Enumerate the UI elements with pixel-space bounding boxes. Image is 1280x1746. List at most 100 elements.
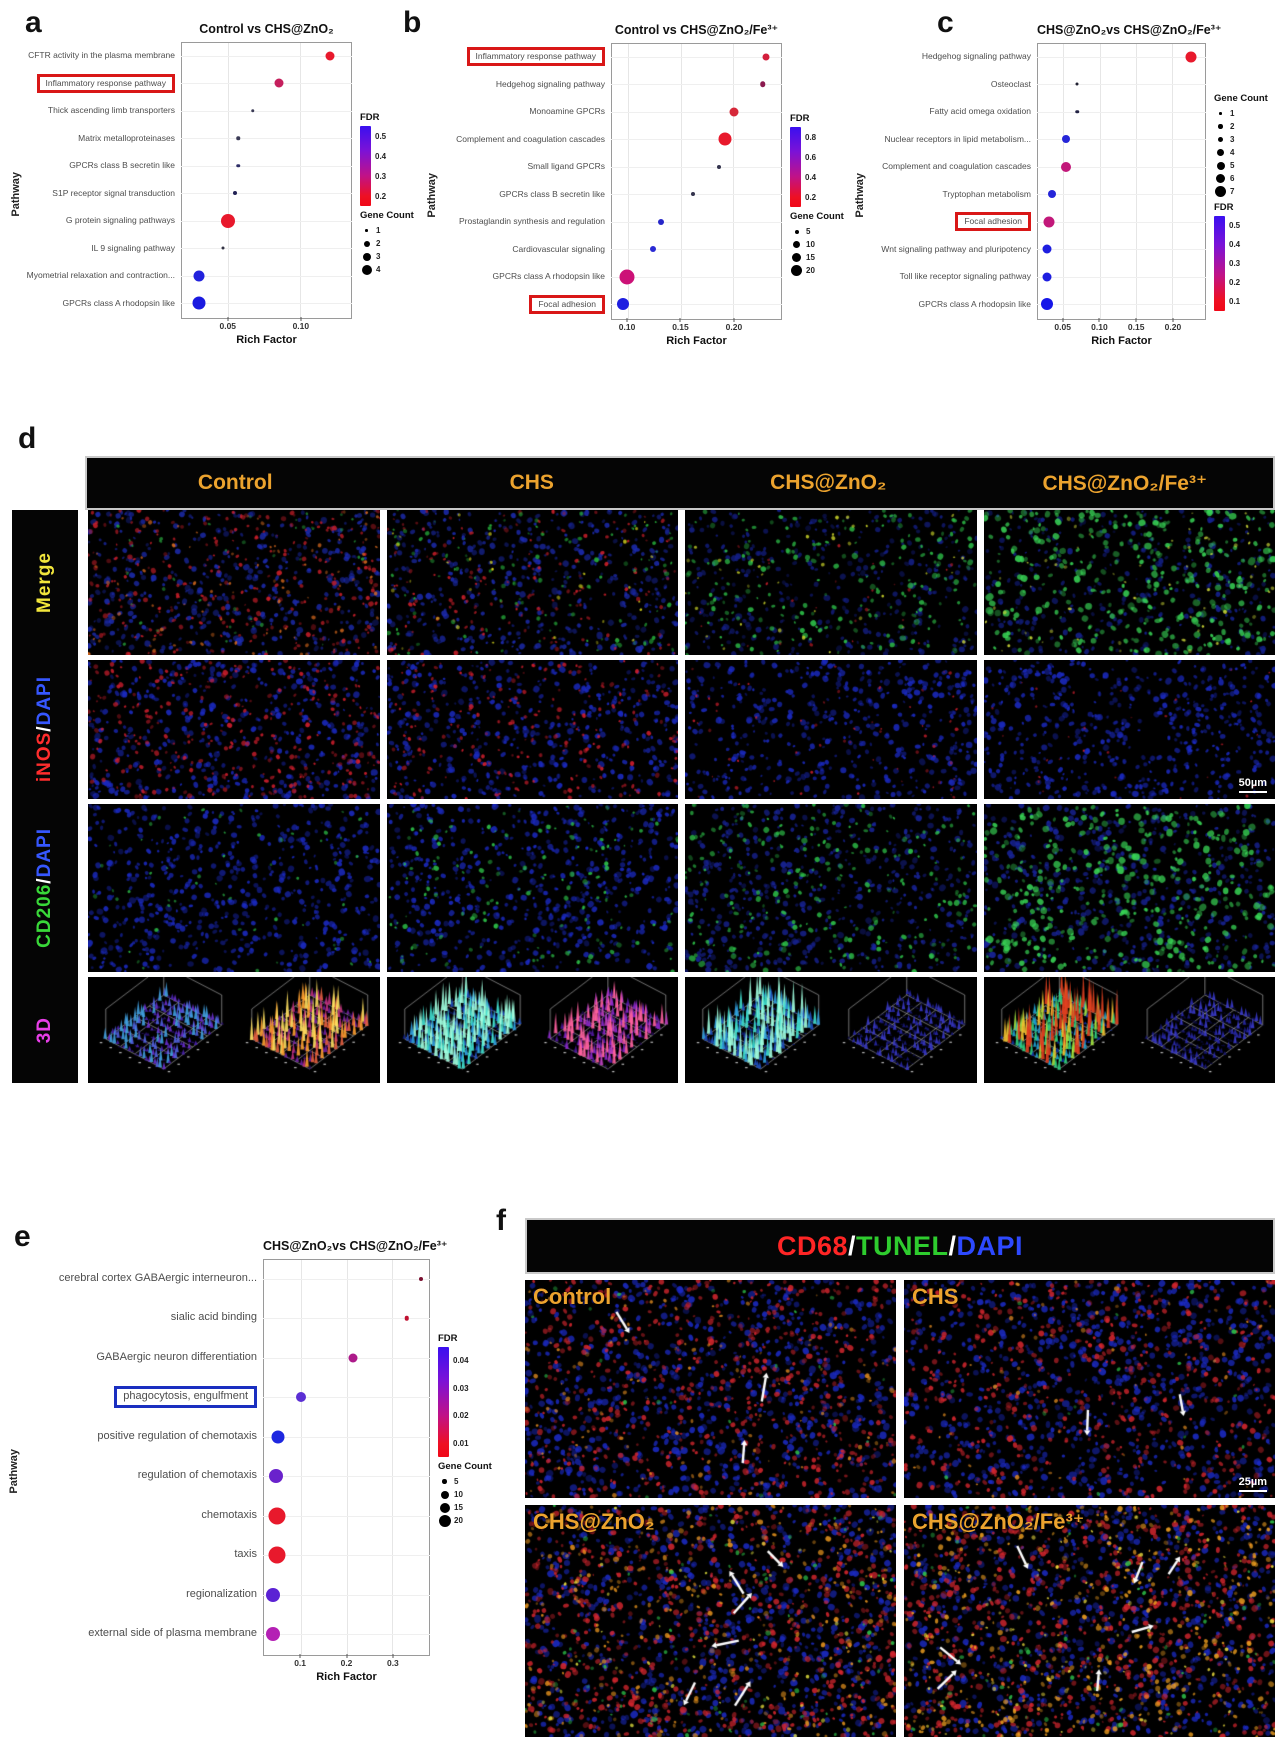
- data-dot: [1041, 298, 1054, 311]
- pathway-row: Monoamine GPCRs: [439, 98, 782, 126]
- micro-f-chszno2fe: CHS@ZnO₂/Fe³⁺: [904, 1505, 1275, 1737]
- x-tick-label: 0.20: [725, 322, 743, 332]
- size-legend-item: 1: [360, 224, 418, 237]
- size-legend-value: 2: [1230, 122, 1235, 131]
- data-dot: [1061, 161, 1072, 172]
- pathway-row: Complement and coagulation cascades: [867, 153, 1206, 181]
- plot-cell: [181, 235, 352, 263]
- pathway-label: GPCRs class B secretin like: [499, 188, 605, 199]
- plot-cell: [181, 152, 352, 180]
- panel-f-image-grid: Control CHS 25µm CHS@ZnO₂ CHS@ZnO₂/Fe³⁺: [525, 1280, 1275, 1737]
- size-legend-dotbox: [790, 229, 803, 234]
- pathway-label: Osteoclast: [990, 78, 1031, 89]
- column-header-chs: CHS: [509, 471, 554, 494]
- data-dot: [1075, 110, 1080, 114]
- panel-letter-e: e: [14, 1220, 31, 1253]
- size-legend-item: 5: [790, 225, 848, 238]
- fdr-tick: 0.6: [805, 152, 817, 162]
- pathway-row: G protein signaling pathways: [23, 207, 352, 235]
- micro-cd206-chs: [386, 804, 678, 972]
- pathway-label: Focal adhesion: [867, 212, 1037, 232]
- pathway-row: regionalization: [21, 1575, 430, 1615]
- column-header-chszno2: CHS@ZnO₂: [770, 471, 887, 494]
- x-tick-label: 0.15: [1127, 322, 1145, 332]
- surface3d-control: [88, 977, 380, 1083]
- data-dot: [762, 53, 770, 61]
- pathway-row: Hedgehog signaling pathway: [439, 71, 782, 99]
- fdr-gradient-bar: [438, 1347, 449, 1457]
- label-part: DAPI: [34, 828, 55, 878]
- pathway-label: S1P receptor signal transduction: [52, 187, 175, 198]
- pathway-row: GPCRs class A rhodopsin like: [23, 290, 352, 318]
- gridline: [680, 44, 682, 319]
- pathway-label: Nuclear receptors in lipid metabolism...: [884, 133, 1031, 144]
- pathway-row: Wnt signaling pathway and pluripotency: [867, 236, 1206, 264]
- pathway-row: Matrix metalloproteinases: [23, 125, 352, 153]
- label-part: 3D: [34, 1016, 55, 1044]
- chart-title: Control vs CHS@ZnO₂: [199, 22, 334, 36]
- data-dot: [616, 298, 629, 311]
- plot-cell: [1037, 98, 1206, 126]
- x-tick-mark: [1098, 318, 1100, 322]
- size-legend-value: 10: [806, 240, 815, 249]
- size-legend-value: 4: [1230, 148, 1235, 157]
- gridline: [346, 1260, 348, 1655]
- pathway-label: CFTR activity in the plasma membrane: [28, 50, 175, 61]
- image-label-chszno2fe: CHS@ZnO₂/Fe³⁺: [912, 1509, 1085, 1534]
- size-legend-value: 3: [1230, 135, 1235, 144]
- x-tick-label: 0.10: [1091, 322, 1108, 332]
- plot-frame: [181, 42, 352, 319]
- pathway-row: phagocytosis, engulfment: [21, 1378, 430, 1418]
- pathway-label: Inflammatory response pathway: [23, 73, 181, 93]
- size-legend-dotbox: [1214, 124, 1227, 129]
- label-part: TUNEL: [856, 1230, 949, 1261]
- chart-title: Control vs CHS@ZnO₂/Fe³⁺: [614, 23, 779, 37]
- data-dot: [268, 1546, 286, 1564]
- chart-legend: FDR 0.04 0.03 0.02 0.01 Gene Count 5 10 15 20: [430, 1259, 502, 1683]
- pathway-row: Small ligand GPCRs: [439, 153, 782, 181]
- plot-cell: [263, 1378, 430, 1418]
- size-legend-dot: [1216, 161, 1225, 170]
- micro-merge-chszno2: [685, 510, 977, 655]
- plot-cell: [263, 1536, 430, 1576]
- plot-cell: [263, 1338, 430, 1378]
- pathway-label: GPCRs class A rhodopsin like: [62, 297, 175, 308]
- plot-cell: [1037, 236, 1206, 264]
- plot-cell: [181, 70, 352, 98]
- size-legend-value: 1: [1230, 109, 1235, 118]
- x-tick-label: 0.1: [294, 1658, 307, 1668]
- pathway-row: sialic acid binding: [21, 1299, 430, 1339]
- plot-cell: [1037, 263, 1206, 291]
- fdr-legend: 0.8 0.6 0.4 0.2: [790, 127, 848, 207]
- size-legend-dotbox: [1214, 112, 1227, 115]
- micro-f-chszno2: CHS@ZnO₂: [525, 1505, 896, 1737]
- x-axis-title: Rich Factor: [666, 335, 727, 347]
- fdr-legend: 0.5 0.4 0.3 0.2: [360, 126, 418, 206]
- data-dot: [233, 191, 238, 196]
- plot-cell: [611, 208, 782, 236]
- fdr-tick: 0.4: [375, 151, 387, 161]
- pathway-row: chemotaxis: [21, 1496, 430, 1536]
- fdr-legend-title: FDR: [1214, 202, 1234, 213]
- pathway-label: sialic acid binding: [170, 1311, 257, 1324]
- pathway-row: GABAergic neuron differentiation: [21, 1338, 430, 1378]
- size-legend-title: Gene Count: [790, 211, 844, 222]
- size-legend-dotbox: [790, 253, 803, 262]
- x-tick-label: 0.10: [292, 321, 310, 331]
- size-legend-dotbox: [360, 264, 373, 275]
- plot-frame: [1037, 43, 1206, 320]
- plot-cell: [1037, 126, 1206, 154]
- size-legend-item: 2: [1214, 120, 1276, 133]
- fdr-gradient-bar: [1214, 216, 1225, 311]
- data-dot: [274, 78, 284, 88]
- pathway-label: Matrix metalloproteinases: [78, 132, 175, 143]
- pathway-label: positive regulation of chemotaxis: [97, 1429, 257, 1442]
- y-axis-label: Pathway: [424, 43, 439, 347]
- x-tick-label: 0.2: [340, 1658, 353, 1668]
- fdr-legend-title: FDR: [438, 1333, 458, 1344]
- chart-body: Pathway Hedgehog signaling pathway Osteocl…: [852, 43, 1276, 347]
- plot-cell: [181, 262, 352, 290]
- size-legend-dot: [1217, 136, 1224, 143]
- fdr-tick: 0.8: [805, 132, 817, 142]
